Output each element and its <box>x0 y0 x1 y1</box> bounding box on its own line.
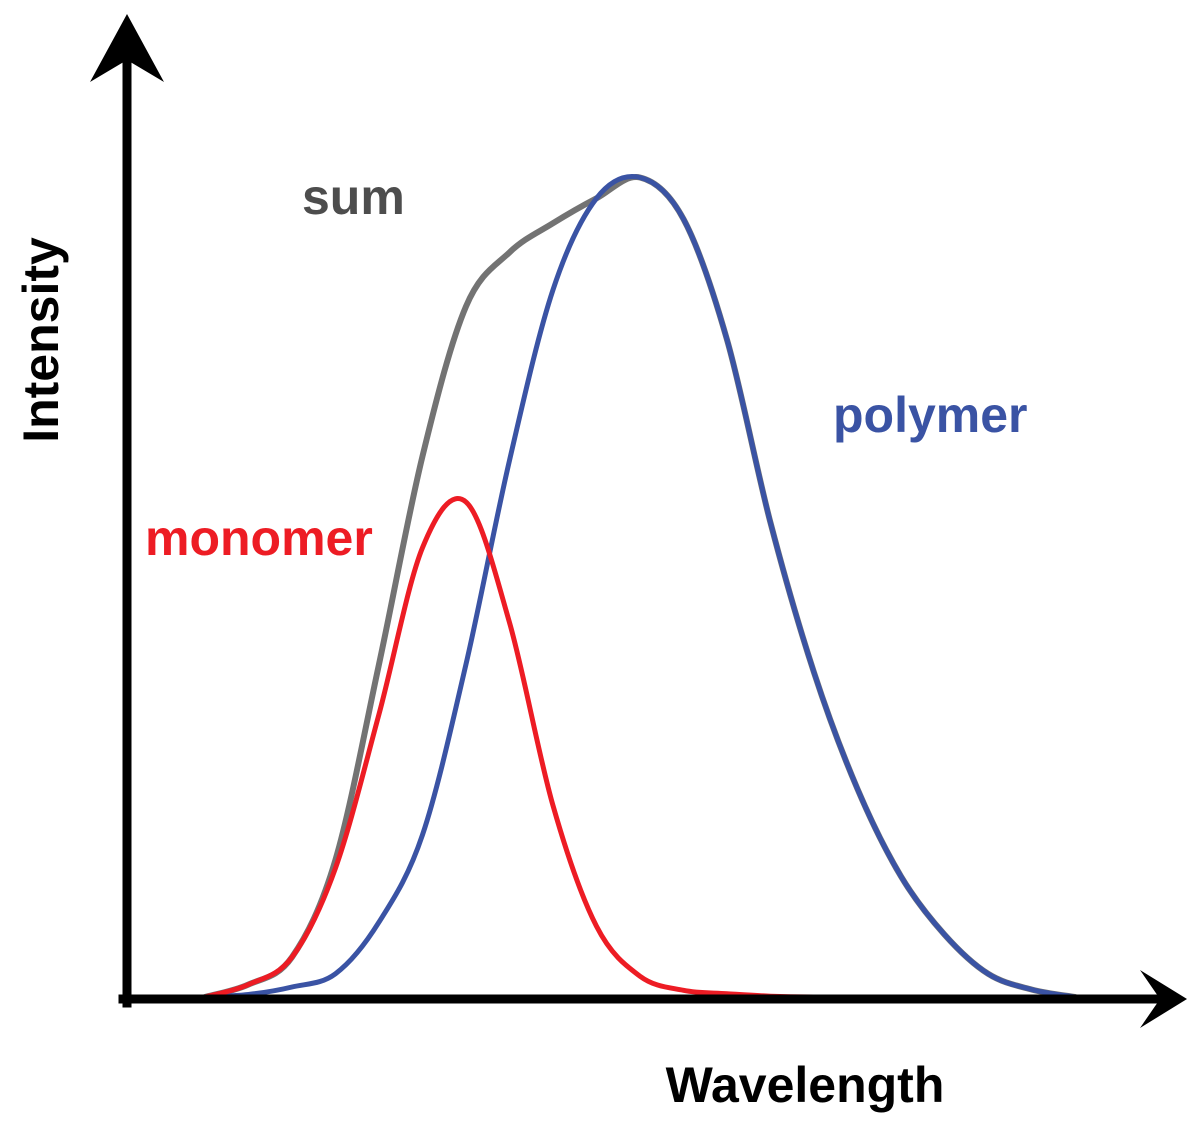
y-axis-arrowhead <box>90 14 164 82</box>
series-line-monomer <box>202 496 860 1000</box>
series-curves <box>202 174 1078 1000</box>
series-label-sum: sum <box>302 169 405 225</box>
x-axis-title: Wavelength <box>666 1057 945 1113</box>
series-label-monomer: monomer <box>145 510 373 566</box>
series-label-polymer: polymer <box>833 387 1028 443</box>
series-line-polymer <box>202 174 1078 1000</box>
x-axis-arrowhead <box>1140 970 1187 1028</box>
y-axis-title: Intensity <box>13 237 69 443</box>
